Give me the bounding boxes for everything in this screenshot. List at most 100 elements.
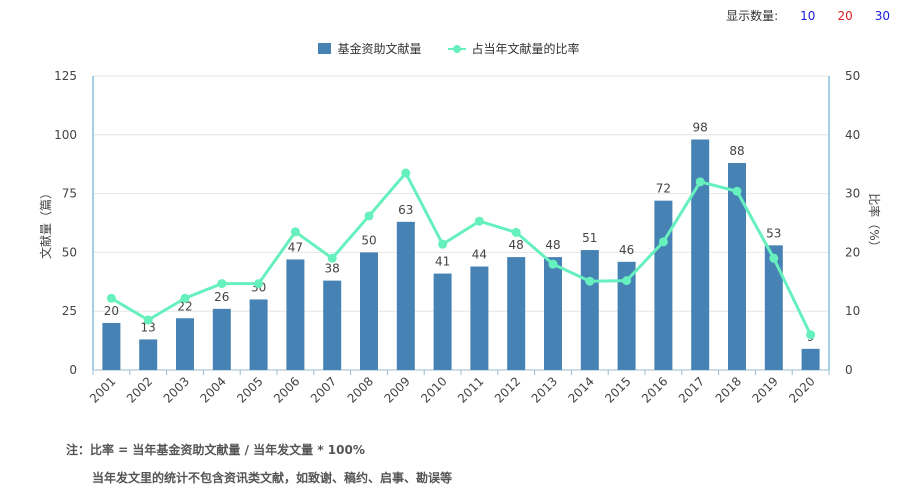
- ratio-point: [585, 276, 595, 286]
- ratio-point: [180, 293, 190, 303]
- bar: [360, 252, 378, 370]
- display-count-selector: 显示数量: 10 20 30: [726, 7, 890, 24]
- y-tick-label-right: 20: [845, 245, 860, 259]
- x-tick-label: 2020: [786, 374, 817, 405]
- legend-line-swatch: [447, 43, 466, 54]
- x-tick-label: 2005: [234, 374, 265, 405]
- bar: [323, 280, 342, 370]
- x-tick-label: 2006: [271, 374, 302, 405]
- x-tick-label: 2012: [492, 374, 523, 405]
- ratio-point: [622, 276, 632, 286]
- y-tick-label-left: 100: [54, 128, 77, 142]
- bar: [396, 221, 415, 370]
- y-tick-label-right: 10: [845, 304, 860, 318]
- y-axis-title-right: 比率（%）: [867, 193, 882, 252]
- y-tick-label-right: 40: [845, 128, 860, 142]
- bar: [212, 308, 231, 370]
- y-tick-label-right: 50: [845, 69, 860, 83]
- ratio-point: [732, 186, 742, 196]
- ratio-point: [401, 168, 411, 178]
- legend-label-bar-series: 基金资助文献量: [337, 42, 422, 56]
- bar-value-label: 38: [325, 262, 340, 276]
- chart-legend: 基金资助文献量 占当年文献量的比率: [0, 40, 898, 57]
- bar-value-label: 88: [729, 144, 744, 158]
- bar-value-label: 48: [545, 238, 560, 252]
- x-tick-label: 2001: [87, 374, 118, 405]
- x-tick-label: 2019: [749, 374, 780, 405]
- bar: [433, 273, 452, 370]
- bar: [470, 266, 489, 370]
- note-ratio-definition: 注：比率 = 当年基金资助文献量 / 当年发文量 * 100%: [66, 443, 365, 457]
- note-exclusions: 当年发文里的统计不包含资讯类文献，如致谢、稿约、启事、勘误等: [92, 471, 453, 485]
- bar: [139, 339, 158, 370]
- y-tick-label-left: 0: [69, 363, 77, 377]
- bar: [691, 139, 710, 370]
- ratio-point: [474, 216, 484, 226]
- legend-item-line-series[interactable]: 占当年文献量的比率: [447, 40, 580, 57]
- bar: [580, 250, 599, 370]
- bar-value-label: 63: [398, 203, 413, 217]
- ratio-point: [511, 227, 521, 237]
- bar-value-label: 41: [435, 255, 450, 269]
- bar: [617, 261, 636, 370]
- display-count-option-20[interactable]: 20: [837, 8, 853, 23]
- bar-value-label: 20: [104, 304, 119, 318]
- bar: [176, 318, 194, 370]
- bar-value-label: 51: [582, 231, 597, 245]
- bar: [544, 257, 562, 370]
- bar: [654, 200, 673, 370]
- ratio-point: [806, 330, 816, 340]
- x-tick-label: 2014: [565, 374, 596, 405]
- ratio-point: [143, 315, 153, 325]
- x-tick-label: 2008: [345, 374, 376, 405]
- x-tick-label: 2016: [639, 374, 670, 405]
- y-tick-label-left: 125: [54, 69, 77, 83]
- bar: [249, 299, 268, 370]
- display-count-option-30[interactable]: 30: [874, 8, 890, 23]
- bar: [764, 245, 783, 370]
- bar-value-label: 98: [693, 121, 708, 135]
- bar-value-label: 46: [619, 243, 634, 257]
- x-tick-label: 2015: [602, 374, 633, 405]
- x-tick-label: 2017: [676, 374, 707, 405]
- legend-label-line-series: 占当年文献量的比率: [471, 42, 580, 56]
- y-tick-label-left: 75: [62, 187, 77, 201]
- bar-value-label: 48: [509, 238, 524, 252]
- bar: [728, 163, 746, 370]
- bar-value-label: 47: [288, 240, 303, 254]
- bar-value-label: 72: [656, 182, 671, 196]
- bar: [507, 257, 526, 370]
- y-tick-label-left: 25: [62, 304, 77, 318]
- ratio-point: [438, 239, 448, 249]
- x-tick-label: 2009: [381, 374, 412, 405]
- y-tick-label-left: 50: [62, 245, 77, 259]
- bar: [801, 348, 820, 370]
- bar-value-label: 22: [177, 299, 192, 313]
- bar-value-label: 26: [214, 290, 229, 304]
- legend-bar-swatch: [318, 43, 332, 54]
- x-tick-label: 2004: [197, 374, 228, 405]
- bar-value-label: 13: [141, 320, 156, 334]
- x-tick-label: 2018: [713, 374, 744, 405]
- ratio-point: [327, 253, 337, 263]
- ratio-point: [658, 237, 668, 247]
- x-tick-label: 2007: [308, 374, 339, 405]
- ratio-point: [290, 227, 300, 237]
- ratio-line: [110, 171, 812, 336]
- x-tick-label: 2013: [529, 374, 560, 405]
- display-count-option-10[interactable]: 10: [800, 8, 816, 23]
- ratio-point: [217, 279, 227, 289]
- bar: [102, 322, 121, 370]
- legend-item-bar-series[interactable]: 基金资助文献量: [318, 40, 422, 57]
- x-tick-label: 2002: [124, 374, 155, 405]
- ratio-point: [695, 177, 705, 187]
- display-count-label: 显示数量:: [726, 9, 779, 23]
- x-tick-label: 2011: [455, 374, 486, 405]
- bar-value-label: 50: [361, 233, 376, 247]
- bar: [286, 259, 305, 370]
- x-tick-label: 2003: [161, 374, 192, 405]
- y-axis-title-left: 文献量（篇）: [38, 187, 53, 259]
- ratio-point: [769, 253, 779, 263]
- bar-value-label: 53: [766, 226, 781, 240]
